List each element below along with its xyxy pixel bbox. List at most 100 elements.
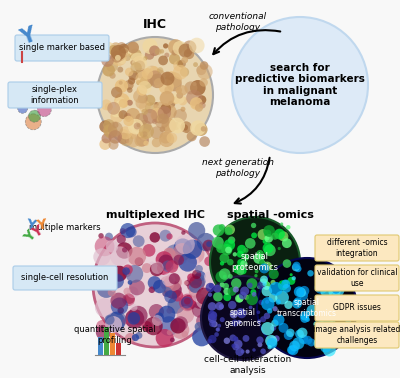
Circle shape — [106, 240, 118, 253]
Circle shape — [145, 66, 159, 80]
Circle shape — [182, 124, 188, 131]
Circle shape — [177, 306, 194, 324]
Circle shape — [123, 53, 131, 61]
Circle shape — [110, 42, 122, 54]
Circle shape — [169, 53, 180, 65]
Circle shape — [264, 245, 276, 256]
Circle shape — [144, 317, 163, 335]
Circle shape — [261, 322, 274, 335]
Circle shape — [125, 333, 136, 344]
Circle shape — [271, 336, 275, 339]
Circle shape — [195, 98, 203, 107]
Circle shape — [126, 226, 137, 237]
Circle shape — [159, 316, 179, 336]
Circle shape — [217, 244, 222, 250]
Circle shape — [152, 119, 157, 124]
Circle shape — [184, 81, 197, 94]
Circle shape — [133, 56, 144, 68]
Circle shape — [278, 323, 288, 333]
Circle shape — [173, 60, 184, 71]
Circle shape — [278, 280, 288, 290]
Circle shape — [320, 315, 333, 327]
Circle shape — [208, 335, 216, 343]
Circle shape — [136, 97, 147, 109]
Circle shape — [260, 349, 266, 354]
Circle shape — [143, 244, 155, 257]
Circle shape — [120, 228, 126, 234]
Circle shape — [142, 68, 154, 80]
Circle shape — [216, 243, 226, 253]
Circle shape — [299, 286, 309, 296]
Circle shape — [99, 138, 111, 150]
Circle shape — [144, 66, 153, 75]
Circle shape — [111, 107, 122, 117]
Circle shape — [263, 225, 275, 237]
Circle shape — [111, 288, 115, 292]
Circle shape — [172, 92, 185, 104]
Text: spatial
proteomics: spatial proteomics — [232, 252, 278, 272]
Circle shape — [166, 133, 177, 143]
Circle shape — [122, 318, 128, 324]
Circle shape — [189, 285, 201, 298]
Circle shape — [188, 256, 192, 260]
Circle shape — [236, 295, 244, 302]
Circle shape — [150, 66, 159, 76]
Circle shape — [99, 120, 112, 133]
Circle shape — [188, 222, 205, 239]
Circle shape — [210, 217, 300, 307]
Circle shape — [148, 276, 161, 290]
Circle shape — [106, 312, 125, 332]
Bar — [116, 343, 121, 355]
Circle shape — [115, 79, 128, 93]
Circle shape — [333, 331, 342, 340]
Circle shape — [340, 302, 345, 308]
Circle shape — [235, 348, 244, 356]
FancyBboxPatch shape — [8, 82, 102, 108]
Circle shape — [192, 302, 208, 318]
Circle shape — [200, 61, 208, 70]
Circle shape — [219, 268, 230, 280]
Circle shape — [133, 235, 144, 247]
Circle shape — [257, 281, 265, 290]
Circle shape — [237, 251, 244, 258]
Text: multiple markers: multiple markers — [29, 223, 101, 232]
Circle shape — [178, 85, 188, 96]
Text: single-plex
information: single-plex information — [31, 85, 79, 105]
Circle shape — [189, 276, 202, 288]
FancyBboxPatch shape — [15, 35, 109, 61]
Circle shape — [120, 133, 133, 146]
Circle shape — [102, 133, 112, 143]
Circle shape — [162, 273, 175, 287]
Circle shape — [317, 274, 328, 285]
Circle shape — [182, 254, 200, 271]
Circle shape — [142, 263, 152, 273]
Circle shape — [168, 39, 184, 55]
Text: IHC: IHC — [143, 19, 167, 31]
Circle shape — [295, 330, 304, 338]
Circle shape — [183, 240, 202, 259]
Circle shape — [160, 276, 175, 291]
Circle shape — [111, 45, 126, 60]
Circle shape — [118, 43, 129, 55]
Circle shape — [267, 308, 272, 314]
Circle shape — [227, 259, 234, 265]
Circle shape — [223, 293, 231, 301]
Circle shape — [184, 49, 194, 59]
Circle shape — [206, 309, 211, 314]
Circle shape — [101, 54, 114, 67]
Circle shape — [142, 68, 153, 79]
Circle shape — [125, 309, 144, 328]
Circle shape — [172, 96, 180, 104]
Circle shape — [18, 103, 28, 113]
Bar — [98, 337, 103, 355]
Circle shape — [160, 72, 174, 85]
Circle shape — [201, 126, 206, 132]
Circle shape — [176, 87, 182, 94]
Circle shape — [116, 242, 132, 259]
Circle shape — [286, 328, 294, 337]
Circle shape — [103, 124, 115, 137]
Circle shape — [128, 119, 144, 135]
Circle shape — [160, 230, 172, 242]
Circle shape — [272, 306, 278, 311]
Circle shape — [173, 316, 188, 331]
